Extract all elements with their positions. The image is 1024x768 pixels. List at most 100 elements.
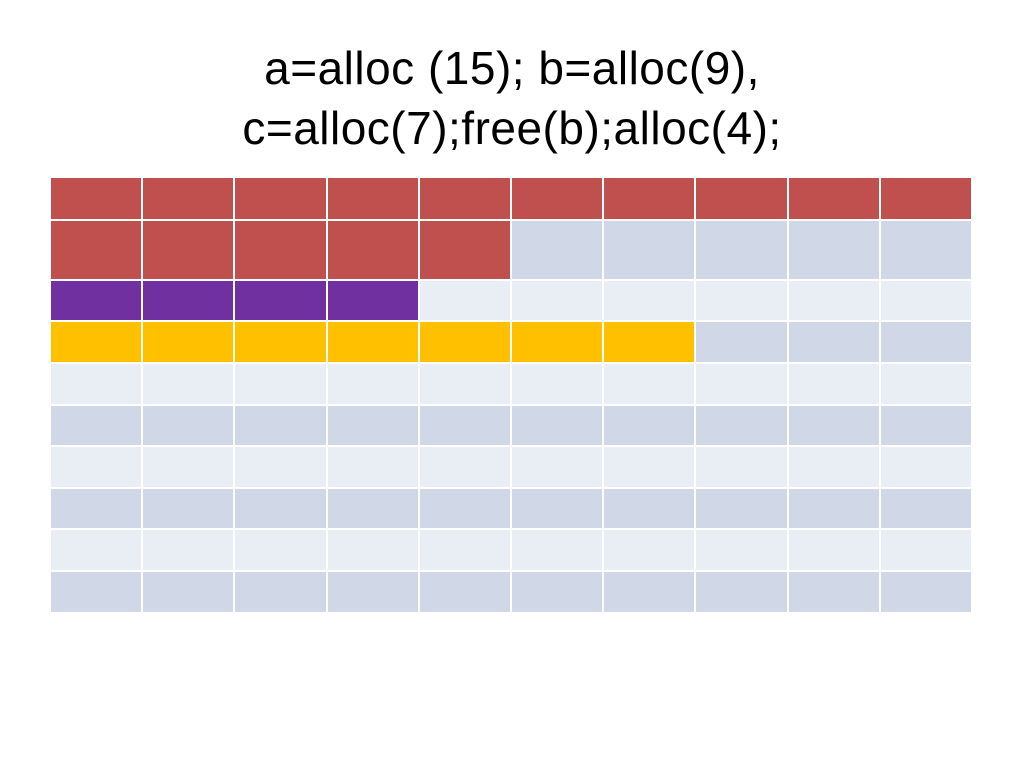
memory-cell-free-light [327, 447, 420, 489]
memory-cell-a [604, 178, 697, 221]
slide-title: a=alloc (15); b=alloc(9), c=alloc(7);fre… [0, 38, 1024, 158]
memory-cell-a [235, 221, 328, 281]
memory-cell-free-dark [788, 572, 881, 614]
memory-cell-free-dark [604, 406, 697, 447]
memory-cell-c [235, 322, 328, 364]
memory-cell-free-dark [51, 489, 144, 530]
memory-cell-a [143, 221, 236, 281]
memory-cell-free-light [788, 364, 881, 406]
memory-cell-free-dark [696, 406, 789, 447]
memory-cell-free-dark [511, 572, 605, 614]
memory-cell-free-dark [51, 406, 144, 447]
memory-cell-free-light [511, 447, 605, 489]
memory-cell-free-dark [419, 489, 512, 530]
memory-cell-free-dark [511, 489, 605, 530]
memory-cell-free-dark [419, 406, 512, 447]
memory-cell-free-dark [511, 221, 605, 281]
memory-cell-free-dark [696, 322, 789, 364]
memory-cell-free-dark [880, 406, 973, 447]
memory-cell-free-dark [788, 489, 881, 530]
title-line-1: a=alloc (15); b=alloc(9), [264, 42, 760, 94]
memory-cell-a [51, 178, 144, 221]
memory-cell-free-light [143, 530, 236, 572]
memory-cell-a [235, 178, 328, 221]
memory-cell-free-light [604, 364, 697, 406]
memory-cell-free-dark [788, 221, 881, 281]
memory-cell-a [419, 178, 512, 221]
memory-cell-a [419, 221, 512, 281]
memory-cell-free-dark [696, 221, 789, 281]
memory-cell-free-dark [880, 221, 973, 281]
memory-cell-free-light [880, 364, 973, 406]
memory-cell-new [235, 281, 328, 322]
memory-cell-free-dark [327, 572, 420, 614]
memory-cell-a [51, 221, 144, 281]
memory-cell-free-dark [327, 489, 420, 530]
memory-grid [51, 178, 973, 614]
memory-cell-free-light [788, 447, 881, 489]
memory-cell-free-light [604, 447, 697, 489]
memory-cell-c [327, 322, 420, 364]
memory-cell-a [880, 178, 973, 221]
memory-cell-free-light [696, 447, 789, 489]
memory-cell-a [788, 178, 881, 221]
memory-cell-free-light [327, 364, 420, 406]
memory-cell-a [511, 178, 605, 221]
memory-cell-free-dark [143, 489, 236, 530]
memory-cell-free-light [696, 364, 789, 406]
memory-cell-c [143, 322, 236, 364]
memory-cell-free-dark [604, 572, 697, 614]
memory-cell-free-light [235, 530, 328, 572]
memory-cell-free-dark [880, 322, 973, 364]
memory-cell-free-light [51, 447, 144, 489]
memory-cell-free-light [880, 281, 973, 322]
memory-cell-free-light [419, 281, 512, 322]
memory-cell-a [327, 221, 420, 281]
memory-cell-free-dark [880, 572, 973, 614]
memory-cell-free-light [788, 281, 881, 322]
memory-cell-free-light [696, 281, 789, 322]
memory-cell-free-light [143, 447, 236, 489]
memory-cell-free-dark [696, 489, 789, 530]
memory-cell-c [511, 322, 605, 364]
memory-cell-free-dark [235, 406, 328, 447]
memory-cell-free-light [327, 530, 420, 572]
memory-cell-free-dark [235, 572, 328, 614]
memory-cell-free-light [419, 364, 512, 406]
memory-cell-free-light [880, 530, 973, 572]
memory-cell-free-light [604, 530, 697, 572]
memory-cell-free-light [604, 281, 697, 322]
memory-cell-free-light [235, 447, 328, 489]
memory-cell-free-light [880, 447, 973, 489]
memory-cell-free-light [419, 447, 512, 489]
memory-cell-new [143, 281, 236, 322]
memory-cell-free-dark [696, 572, 789, 614]
memory-cell-free-dark [235, 489, 328, 530]
memory-cell-free-dark [604, 221, 697, 281]
memory-cell-free-light [51, 530, 144, 572]
memory-cell-free-light [511, 364, 605, 406]
memory-cell-c [51, 322, 144, 364]
memory-cell-free-dark [143, 572, 236, 614]
memory-cell-free-light [696, 530, 789, 572]
memory-cell-a [327, 178, 420, 221]
memory-cell-a [143, 178, 236, 221]
memory-cell-free-light [419, 530, 512, 572]
memory-cell-c [419, 322, 512, 364]
memory-cell-free-light [143, 364, 236, 406]
memory-cell-free-dark [511, 406, 605, 447]
memory-cell-free-light [511, 530, 605, 572]
memory-cell-free-light [235, 364, 328, 406]
memory-cell-free-dark [419, 572, 512, 614]
memory-cell-free-dark [143, 406, 236, 447]
title-line-2: c=alloc(7);free(b);alloc(4); [242, 102, 782, 154]
memory-cell-free-dark [880, 489, 973, 530]
memory-cell-free-dark [51, 572, 144, 614]
memory-cell-new [327, 281, 420, 322]
memory-cell-a [696, 178, 789, 221]
memory-cell-free-dark [788, 322, 881, 364]
memory-cell-free-dark [604, 489, 697, 530]
memory-cell-free-light [511, 281, 605, 322]
memory-cell-free-dark [788, 406, 881, 447]
memory-cell-free-light [788, 530, 881, 572]
